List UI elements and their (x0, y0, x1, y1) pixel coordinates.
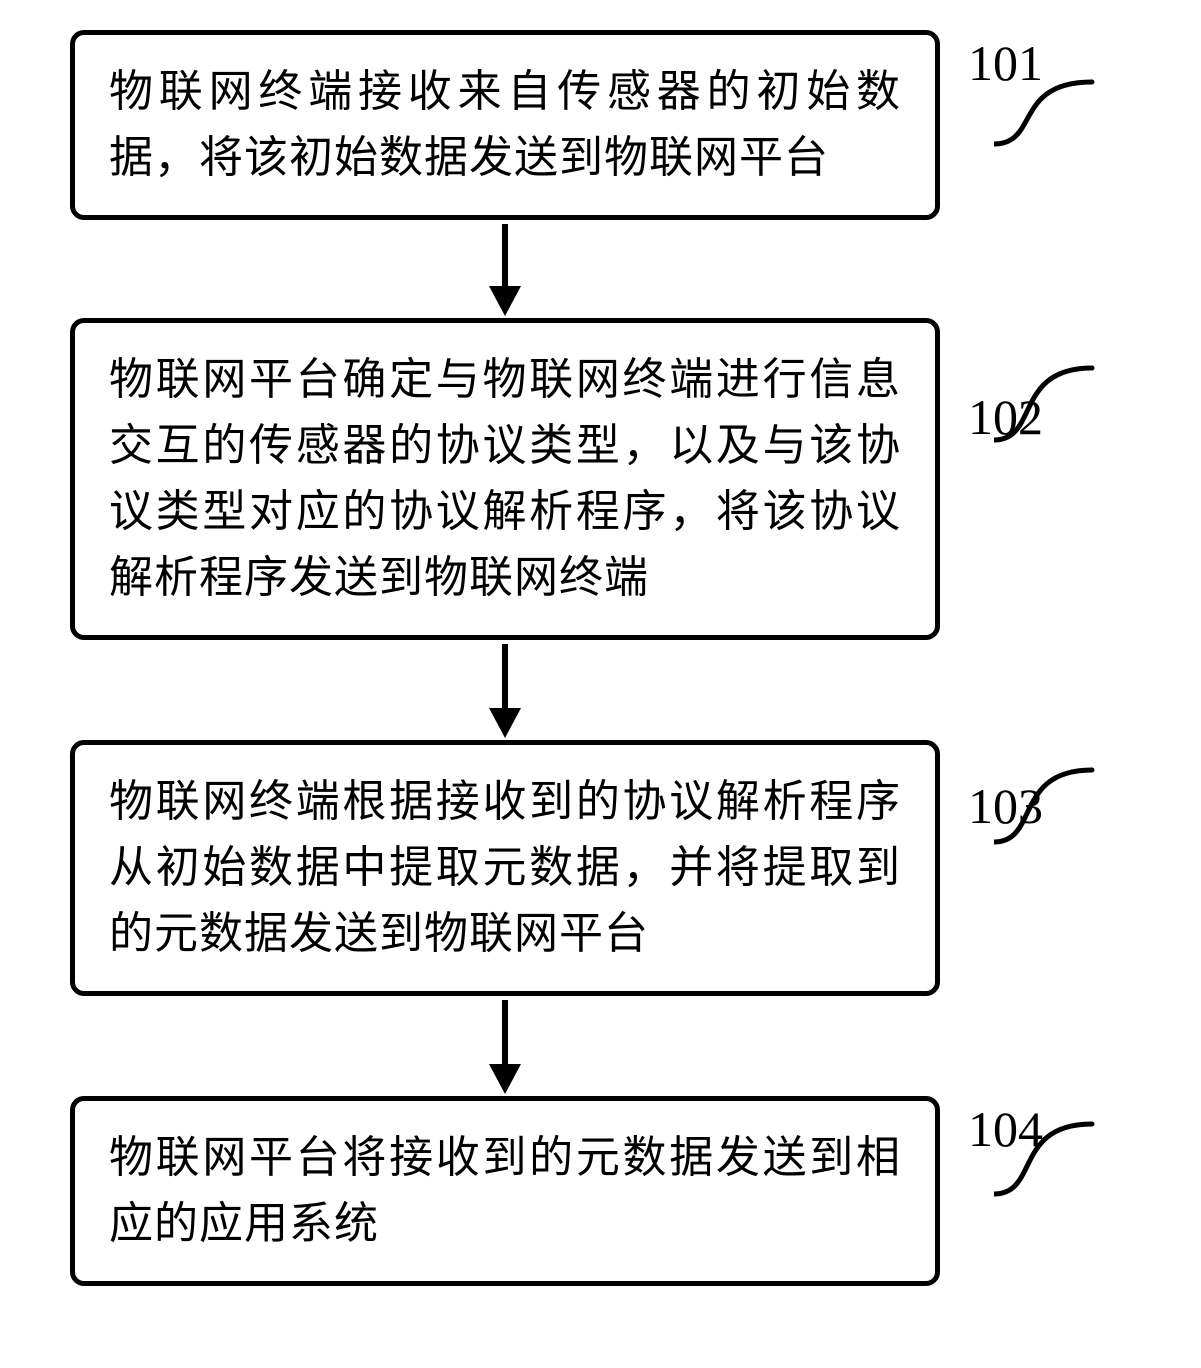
step-text: 物联网平台确定与物联网终端进行信息交互的传感器的协议类型，以及与该协议类型对应的… (109, 347, 901, 611)
step-box-102: 物联网平台确定与物联网终端进行信息交互的传感器的协议类型，以及与该协议类型对应的… (70, 318, 940, 640)
step-text: 物联网平台将接收到的元数据发送到相应的应用系统 (109, 1125, 901, 1257)
step-box-104: 物联网平台将接收到的元数据发送到相应的应用系统 (70, 1096, 940, 1286)
step-box-103: 物联网终端根据接收到的协议解析程序从初始数据中提取元数据，并将提取到的元数据发送… (70, 740, 940, 996)
connector-101 (70, 220, 940, 318)
connector-103 (70, 996, 940, 1096)
step-box-101: 物联网终端接收来自传感器的初始数据，将该初始数据发送到物联网平台 (70, 30, 940, 220)
step-label-104: 104 (968, 1100, 1043, 1158)
step-label-102: 102 (968, 388, 1043, 446)
step-row-103: 物联网终端根据接收到的协议解析程序从初始数据中提取元数据，并将提取到的元数据发送… (70, 740, 1130, 996)
step-row-101: 物联网终端接收来自传感器的初始数据，将该初始数据发送到物联网平台 101 (70, 30, 1130, 220)
step-text: 物联网终端接收来自传感器的初始数据，将该初始数据发送到物联网平台 (109, 59, 901, 191)
flowchart: 物联网终端接收来自传感器的初始数据，将该初始数据发送到物联网平台 101 物联网平台… (70, 30, 1130, 1286)
connector-102 (70, 640, 940, 740)
step-text: 物联网终端根据接收到的协议解析程序从初始数据中提取元数据，并将提取到的元数据发送… (109, 769, 901, 967)
step-label-101: 101 (968, 34, 1043, 92)
step-label-103: 103 (968, 777, 1043, 835)
step-row-104: 物联网平台将接收到的元数据发送到相应的应用系统 104 (70, 1096, 1130, 1286)
step-row-102: 物联网平台确定与物联网终端进行信息交互的传感器的协议类型，以及与该协议类型对应的… (70, 318, 1130, 640)
